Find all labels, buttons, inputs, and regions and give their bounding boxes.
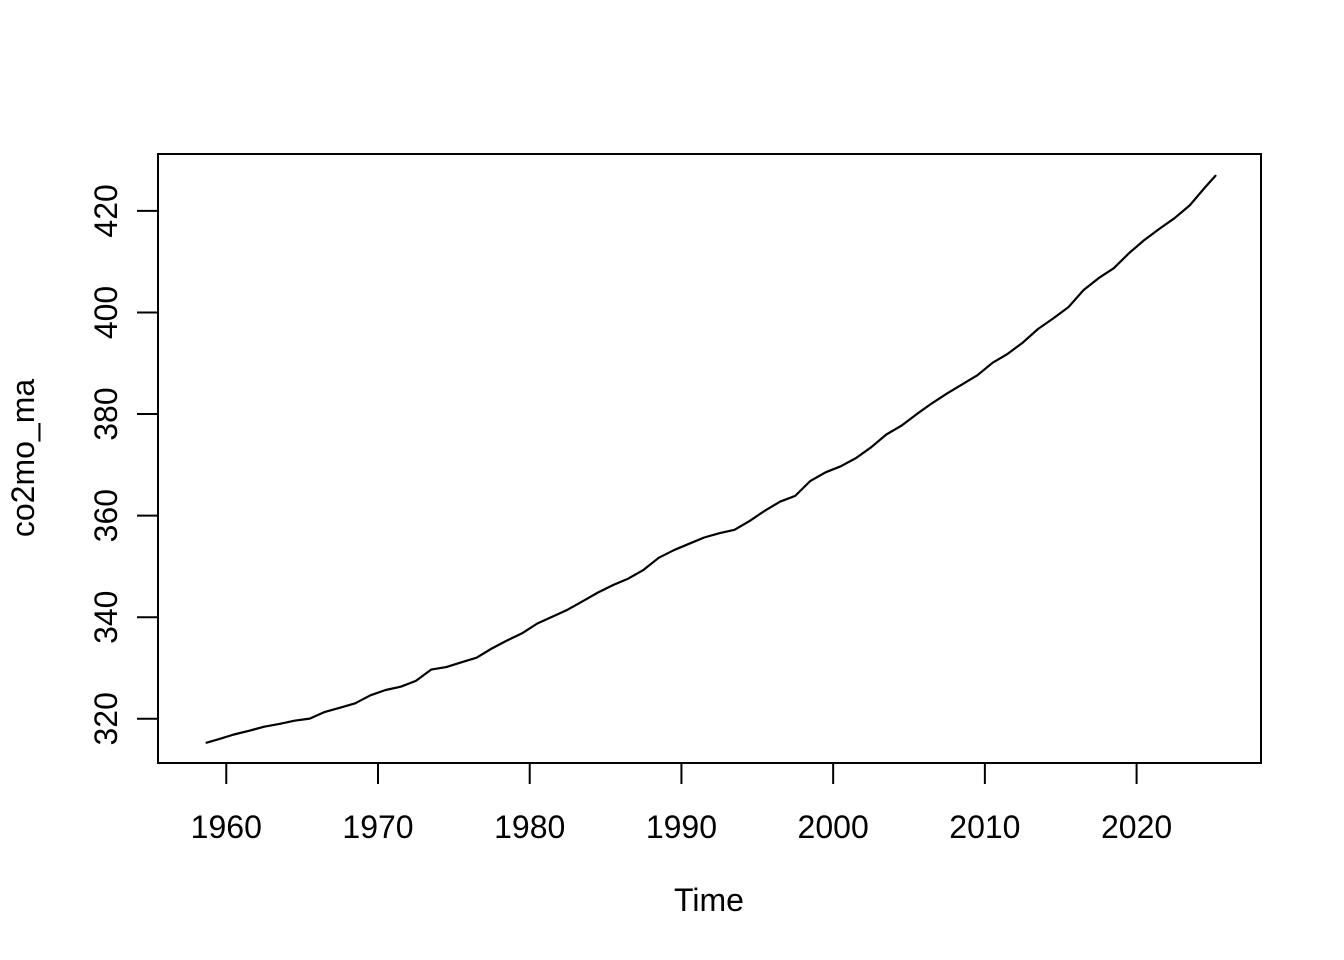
y-tick-label: 400	[88, 286, 124, 339]
x-tick-label: 1980	[494, 809, 565, 845]
x-tick-label: 1970	[342, 809, 413, 845]
x-axis-tick-labels: 1960 1970 1980 1990 2000 2010 2020	[191, 809, 1173, 845]
x-axis-title: Time	[674, 882, 744, 918]
y-tick-label: 420	[88, 184, 124, 237]
x-tick-label: 2010	[949, 809, 1020, 845]
y-axis-tick-labels: 320 340 360 380 400 420	[88, 184, 124, 745]
y-axis-ticks	[137, 209, 157, 720]
co2-series-line	[205, 174, 1217, 744]
x-tick-label: 2020	[1101, 809, 1172, 845]
y-axis-title: co2mo_ma	[5, 379, 41, 538]
y-tick-label: 360	[88, 489, 124, 542]
x-axis-ticks	[225, 764, 1138, 784]
y-tick-label: 340	[88, 591, 124, 644]
x-tick-label: 1990	[646, 809, 717, 845]
plot-border	[157, 153, 1262, 764]
x-tick-label: 2000	[798, 809, 869, 845]
series-group	[205, 174, 1217, 744]
x-tick-label: 1960	[191, 809, 262, 845]
y-tick-label: 320	[88, 692, 124, 745]
y-tick-label: 380	[88, 387, 124, 440]
